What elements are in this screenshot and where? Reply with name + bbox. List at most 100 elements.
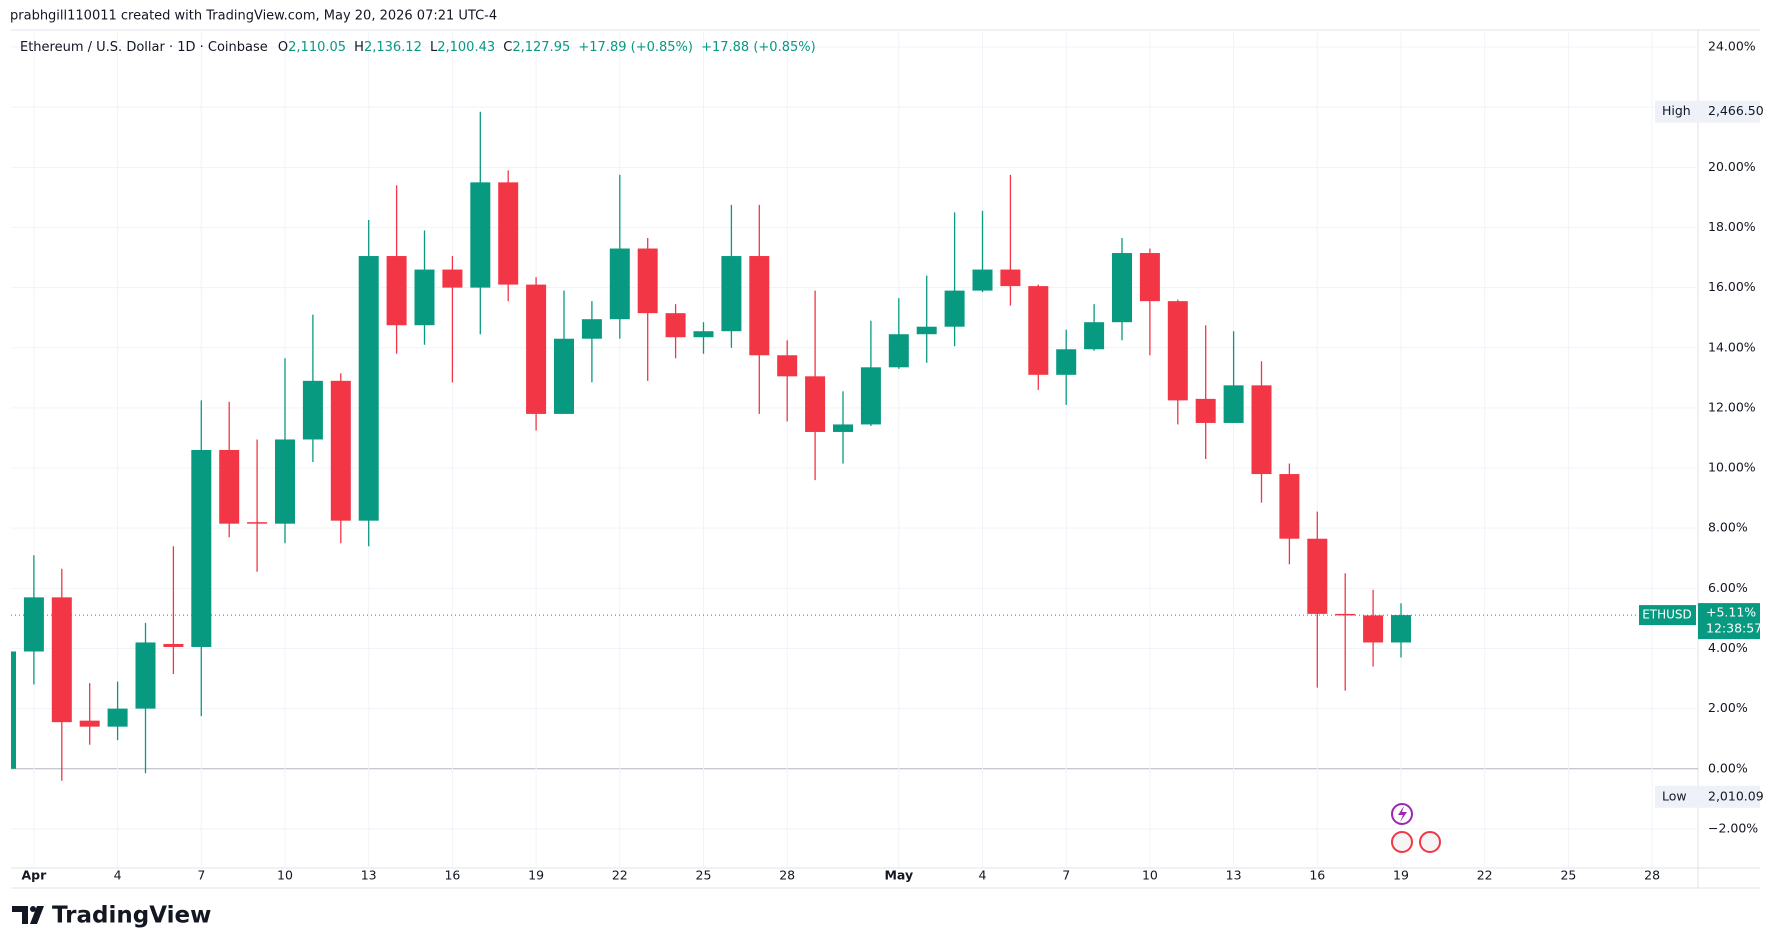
price-symbol: ETHUSD bbox=[1642, 608, 1692, 622]
x-tick-label: 22 bbox=[1477, 868, 1493, 883]
low-tag bbox=[1655, 785, 1760, 808]
candle-body bbox=[833, 424, 853, 432]
event-icon bbox=[1391, 831, 1413, 853]
candle-body bbox=[135, 642, 156, 709]
x-tick-label: 13 bbox=[1226, 868, 1242, 883]
price-countdown: 12:38:57 bbox=[1706, 621, 1762, 636]
change: +17.88 (+0.85%) bbox=[701, 40, 816, 55]
x-tick-label: 16 bbox=[1309, 868, 1325, 883]
x-tick-label: 4 bbox=[979, 868, 987, 883]
change: +17.89 (+0.85%) bbox=[578, 40, 693, 55]
candle-body bbox=[1167, 301, 1188, 401]
y-tick-label: 20.00% bbox=[1708, 159, 1756, 174]
candle-body bbox=[163, 643, 184, 647]
candle-body bbox=[1223, 385, 1244, 423]
x-tick-label: 25 bbox=[696, 868, 712, 883]
logo-text: TradingView bbox=[52, 903, 211, 929]
y-tick-label: 12.00% bbox=[1708, 399, 1756, 414]
candle-body bbox=[107, 708, 128, 727]
h-value: 2,136.12 bbox=[364, 40, 422, 55]
x-tick-label: 10 bbox=[1142, 868, 1158, 883]
x-tick-label: 25 bbox=[1560, 868, 1576, 883]
candle-body bbox=[470, 182, 491, 288]
candle-body bbox=[1056, 349, 1077, 375]
candle-body bbox=[1363, 615, 1384, 643]
candle-body bbox=[1307, 538, 1328, 614]
candle-body bbox=[23, 597, 44, 652]
candle-body bbox=[581, 319, 602, 339]
event-icon bbox=[1398, 806, 1407, 822]
candle-body bbox=[888, 334, 909, 368]
x-tick-label: 19 bbox=[528, 868, 544, 883]
y-tick-label: 2.00% bbox=[1708, 700, 1748, 715]
x-tick-label: 7 bbox=[1062, 868, 1070, 883]
logo-icon bbox=[12, 906, 44, 924]
candle-body bbox=[1000, 269, 1021, 287]
y-tick-label: 14.00% bbox=[1708, 339, 1756, 354]
candle-body bbox=[1279, 474, 1300, 539]
high-label: High bbox=[1662, 103, 1691, 118]
candle-body bbox=[302, 380, 323, 440]
candle-body bbox=[358, 256, 379, 521]
candle-body bbox=[777, 355, 798, 377]
candle-body bbox=[972, 269, 993, 291]
logo: TradingView bbox=[12, 903, 211, 929]
grid bbox=[11, 32, 1698, 868]
candle-body bbox=[1391, 615, 1411, 643]
c-label: C bbox=[503, 40, 512, 55]
candle-body bbox=[247, 522, 268, 524]
x-tick-label: 28 bbox=[779, 868, 795, 883]
candle-body bbox=[275, 439, 295, 524]
h-label: H bbox=[354, 40, 364, 55]
candle-body bbox=[1028, 286, 1049, 375]
candle-body bbox=[498, 182, 519, 285]
y-tick-label: −2.00% bbox=[1708, 820, 1758, 835]
candle-body bbox=[860, 367, 881, 425]
l-label: L bbox=[430, 40, 438, 55]
candle-body bbox=[191, 450, 212, 647]
x-tick-label: May bbox=[884, 868, 913, 883]
candle-body bbox=[1251, 385, 1272, 475]
candle-body bbox=[665, 313, 686, 338]
candle-body bbox=[749, 256, 770, 356]
y-tick-label: 24.00% bbox=[1708, 39, 1756, 54]
candle-body bbox=[916, 326, 937, 335]
y-tick-label: 18.00% bbox=[1708, 219, 1756, 234]
candles bbox=[11, 111, 1411, 781]
x-tick-label: 13 bbox=[361, 868, 377, 883]
candle-body bbox=[637, 248, 658, 314]
candle-body bbox=[805, 376, 826, 432]
low-label: Low bbox=[1662, 788, 1687, 803]
x-tick-label: 19 bbox=[1393, 868, 1409, 883]
candle-body bbox=[1335, 613, 1356, 616]
x-tick-label: 22 bbox=[612, 868, 628, 883]
high-tag bbox=[1655, 100, 1760, 123]
l-value: 2,100.43 bbox=[437, 40, 495, 55]
candle-body bbox=[526, 284, 547, 414]
candle-body bbox=[386, 256, 407, 326]
candle-body bbox=[51, 597, 72, 723]
o-label: O bbox=[278, 40, 288, 55]
candle-body bbox=[219, 450, 240, 524]
x-tick-label: 7 bbox=[197, 868, 205, 883]
candle-body bbox=[554, 338, 574, 414]
low-value: 2,010.09 bbox=[1708, 788, 1764, 803]
y-tick-label: 10.00% bbox=[1708, 460, 1756, 475]
x-tick-label: 4 bbox=[114, 868, 122, 883]
y-tick-label: 0.00% bbox=[1708, 760, 1748, 775]
candle-body bbox=[1084, 322, 1105, 350]
x-tick-label: 16 bbox=[444, 868, 460, 883]
candle-body bbox=[330, 380, 351, 521]
candle-body bbox=[1112, 253, 1132, 323]
c-value: 2,127.95 bbox=[512, 40, 570, 55]
candle-body bbox=[944, 290, 965, 327]
y-tick-label: 4.00% bbox=[1708, 640, 1748, 655]
header: prabhgill110011 created with TradingView… bbox=[10, 9, 497, 24]
x-tick-label: Apr bbox=[22, 868, 48, 883]
candle-body bbox=[414, 269, 435, 326]
event-icon bbox=[1419, 831, 1441, 853]
o-value: 2,110.05 bbox=[288, 40, 346, 55]
candle-body bbox=[1195, 398, 1216, 423]
